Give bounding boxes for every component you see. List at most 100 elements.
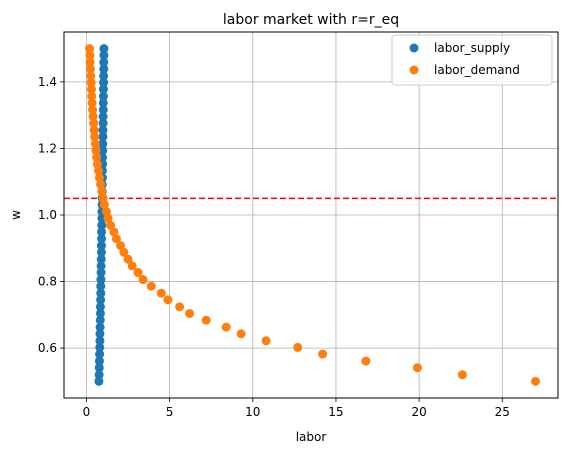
y-tick-label: 1.0 <box>38 208 57 222</box>
labor-demand-point <box>92 152 102 162</box>
x-tick-label: 25 <box>495 405 510 419</box>
labor-supply-point <box>96 254 106 264</box>
labor-demand-point <box>123 254 133 264</box>
labor-supply-point <box>95 342 105 352</box>
labor-supply-point <box>98 91 108 101</box>
labor-supply-point <box>99 50 109 60</box>
labor-demand-point <box>201 315 211 325</box>
labor-demand-point <box>86 71 96 81</box>
labor-demand-point <box>318 349 328 359</box>
labor-supply-point <box>97 220 107 230</box>
labor-demand-point <box>89 118 99 128</box>
labor-demand-point <box>86 78 96 88</box>
labor-demand-point <box>88 105 98 115</box>
y-tick-label: 0.8 <box>38 275 57 289</box>
labor-supply-point <box>99 57 109 67</box>
labor-demand-point <box>85 50 95 60</box>
labor-demand-point <box>127 261 137 271</box>
labor-demand-point <box>85 64 95 74</box>
labor-demand-point <box>175 302 185 312</box>
labor-demand-point <box>88 112 98 122</box>
labor-supply-point <box>96 268 106 278</box>
labor-demand-point <box>293 342 303 352</box>
legend: labor_supply labor_demand <box>391 34 553 86</box>
labor-supply-point <box>95 329 105 339</box>
x-tick-label: 0 <box>83 405 91 419</box>
labor-supply-point <box>94 363 104 373</box>
labor-demand-point <box>92 159 102 169</box>
labor-supply-point <box>98 125 108 135</box>
labor-demand-point <box>89 125 99 135</box>
labor-demand-point <box>361 356 371 366</box>
labor-demand-point <box>97 186 107 196</box>
labor-demand-point <box>185 308 195 318</box>
labor-demand-point <box>156 288 166 298</box>
labor-demand-point <box>94 173 104 183</box>
x-tick-label: 10 <box>245 405 260 419</box>
labor-demand-point <box>146 281 156 291</box>
legend-marker <box>409 43 419 53</box>
x-axis-label: labor <box>296 430 327 444</box>
labor-demand-point <box>96 179 106 189</box>
labor-supply-point <box>95 336 105 346</box>
labor-demand-point <box>86 84 96 94</box>
labor-demand-point <box>119 247 129 257</box>
labor-supply-point <box>99 71 109 81</box>
labor-supply-point <box>95 315 105 325</box>
labor-demand-point <box>116 241 126 251</box>
labor-demand-point <box>412 363 422 373</box>
labor-supply-point <box>98 132 108 142</box>
labor-supply-point <box>98 145 108 155</box>
labor-demand-point <box>90 139 100 149</box>
chart-title: labor market with r=r_eq <box>223 12 399 28</box>
labor-supply-point <box>96 275 106 285</box>
labor-supply-point <box>96 288 106 298</box>
labor-supply-point <box>98 84 108 94</box>
labor-supply-point <box>95 322 105 332</box>
labor-demand-point <box>261 336 271 346</box>
labor-supply-point <box>98 139 108 149</box>
x-tick-label: 20 <box>411 405 426 419</box>
labor-supply-point <box>95 308 105 318</box>
labor-supply-point <box>96 295 106 305</box>
labor-demand-point <box>236 329 246 339</box>
axis-ticks: 0 5 10 15 20 25 0.6 0.8 1.0 1.2 1.4 <box>38 75 510 419</box>
labor-supply-point <box>98 118 108 128</box>
legend-marker <box>409 65 419 75</box>
x-tick-label: 5 <box>166 405 174 419</box>
labor-supply-point <box>95 302 105 312</box>
labor-demand-point <box>133 268 143 278</box>
labor-supply-point <box>94 356 104 366</box>
scatter-points <box>85 44 541 386</box>
labor-demand-point <box>531 376 541 386</box>
labor-supply-point <box>98 105 108 115</box>
labor-demand-point <box>106 220 116 230</box>
legend-label: labor_demand <box>434 63 520 77</box>
labor-supply-point <box>98 98 108 108</box>
y-tick-label: 1.2 <box>38 141 57 155</box>
labor-supply-point <box>99 78 109 88</box>
y-tick-label: 1.4 <box>38 75 57 89</box>
labor-demand-point <box>85 44 95 54</box>
labor-demand-point <box>91 145 101 155</box>
labor-supply-point <box>96 241 106 251</box>
labor-supply-point <box>96 281 106 291</box>
labor-supply-point <box>95 349 105 359</box>
legend-label: labor_supply <box>434 41 510 55</box>
legend-box <box>391 34 553 86</box>
labor-demand-point <box>109 227 119 237</box>
labor-demand-point <box>101 207 111 217</box>
labor-demand-point <box>93 166 103 176</box>
labor-demand-point <box>138 275 148 285</box>
labor-supply-point <box>94 370 104 380</box>
labor-demand-point <box>87 98 97 108</box>
labor-supply-point <box>98 112 108 122</box>
labor-demand-point <box>221 322 231 332</box>
labor-supply-point <box>99 64 109 74</box>
y-axis-label: w <box>9 210 23 220</box>
y-tick-label: 0.6 <box>38 341 57 355</box>
labor-supply-point <box>96 247 106 257</box>
labor-demand-point <box>87 91 97 101</box>
labor-supply-point <box>94 376 104 386</box>
